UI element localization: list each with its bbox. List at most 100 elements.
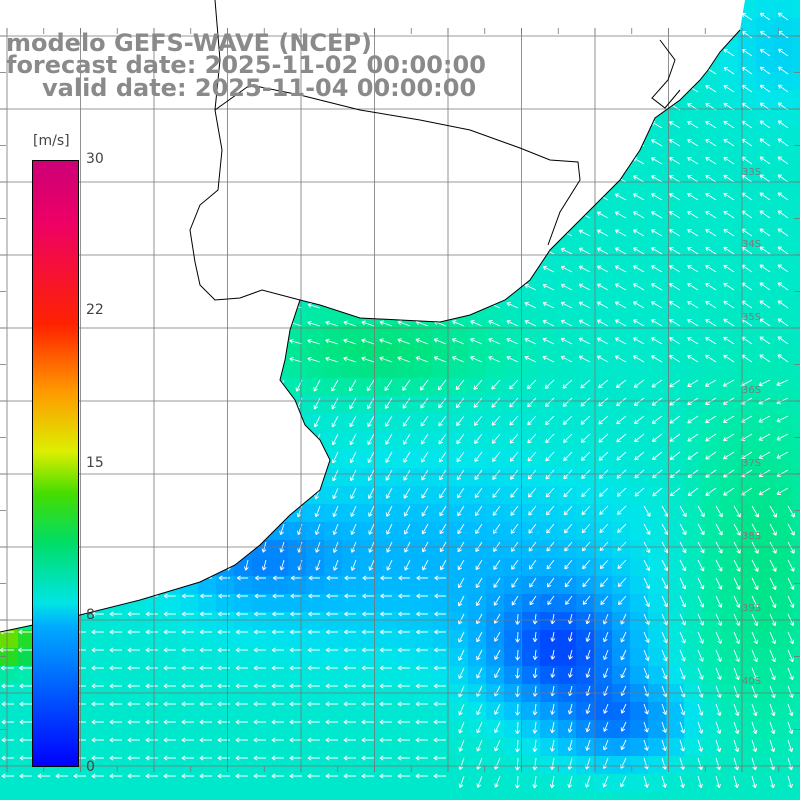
wind-cell <box>252 738 271 757</box>
wind-arrow <box>643 631 650 643</box>
wind-arrow <box>616 397 627 407</box>
wind-cell <box>558 666 577 685</box>
wind-arrow <box>470 320 483 327</box>
wind-arrow <box>272 575 284 581</box>
wind-arrow <box>547 595 555 606</box>
wind-cell <box>756 198 775 217</box>
wind-cell <box>360 774 379 793</box>
wind-cell <box>540 666 559 685</box>
wind-arrow <box>235 629 248 635</box>
wind-cell <box>270 594 289 613</box>
wind-arrow <box>715 541 723 554</box>
wind-arrow <box>616 451 627 461</box>
wind-arrow <box>200 593 212 599</box>
wind-arrow <box>367 451 375 463</box>
wind-cell <box>558 468 577 487</box>
wind-arrow <box>439 523 447 535</box>
wind-cell <box>540 738 559 757</box>
wind-cell <box>414 522 433 541</box>
wind-cell <box>612 234 631 253</box>
wind-cell <box>126 738 145 757</box>
wind-cell <box>234 612 253 631</box>
wind-cell <box>594 360 613 379</box>
wind-cell <box>720 378 739 397</box>
wind-arrow <box>181 593 194 599</box>
wind-arrow <box>759 30 771 39</box>
wind-arrow <box>433 665 446 671</box>
wind-arrow <box>578 319 591 327</box>
wind-cell <box>666 540 685 559</box>
wind-cell <box>792 360 800 379</box>
wind-arrow <box>515 685 520 698</box>
wind-cell <box>648 468 667 487</box>
wind-cell <box>756 72 775 91</box>
wind-arrow <box>439 505 447 517</box>
wind-arrow <box>550 667 556 678</box>
wind-arrow <box>457 505 465 517</box>
wind-arrow <box>758 487 771 496</box>
wind-cell <box>702 468 721 487</box>
wind-arrow <box>741 30 753 39</box>
wind-cell <box>540 288 559 307</box>
wind-cell <box>702 414 721 433</box>
wind-cell <box>702 450 721 469</box>
wind-cell <box>792 792 800 800</box>
wind-cell <box>774 450 793 469</box>
wind-arrow <box>308 611 320 617</box>
wind-cell <box>486 486 505 505</box>
wind-cell <box>252 666 271 685</box>
wind-arrow <box>787 775 793 789</box>
wind-cell <box>342 774 361 793</box>
wind-arrow <box>661 667 668 680</box>
wind-cell <box>774 306 793 325</box>
wind-cell <box>702 558 721 577</box>
wind-cell <box>216 612 235 631</box>
wind-arrow <box>421 487 429 499</box>
wind-arrow <box>661 595 668 608</box>
wind-arrow <box>524 283 537 291</box>
wind-cell <box>180 756 199 775</box>
wind-cell <box>396 792 415 800</box>
wind-cell <box>558 342 577 361</box>
wind-cell <box>648 612 667 631</box>
wind-arrow <box>616 415 627 425</box>
wind-cell <box>774 414 793 433</box>
wind-cell <box>90 774 109 793</box>
wind-arrow <box>542 283 555 291</box>
wind-cell <box>756 504 775 523</box>
wind-cell <box>702 90 721 109</box>
wind-arrow <box>602 631 609 643</box>
wind-arrow <box>506 355 519 363</box>
wind-cell <box>774 198 793 217</box>
wind-cell <box>288 792 307 800</box>
wind-cell <box>738 126 757 145</box>
wind-arrow <box>759 264 771 273</box>
wind-arrow <box>254 593 266 599</box>
wind-cell <box>468 756 487 775</box>
wind-arrow <box>787 649 794 663</box>
wind-cell <box>594 450 613 469</box>
wind-arrow <box>475 595 483 607</box>
wind-arrow <box>397 701 410 707</box>
wind-cell <box>612 774 631 793</box>
wind-arrow <box>476 721 483 734</box>
colorbar-tick-0: 0 <box>86 759 95 775</box>
wind-cell <box>792 378 800 397</box>
wind-cell <box>774 702 793 721</box>
wind-cell <box>252 774 271 793</box>
wind-arrow <box>620 631 627 643</box>
wind-arrow <box>361 338 375 345</box>
wind-arrow <box>585 613 591 625</box>
wind-cell <box>684 126 703 145</box>
wind-cell <box>702 702 721 721</box>
wind-cell <box>630 522 649 541</box>
wind-cell <box>18 666 37 685</box>
wind-cell <box>702 630 721 649</box>
wind-arrow <box>493 595 501 606</box>
wind-arrow <box>434 647 446 653</box>
wind-cell <box>756 522 775 541</box>
wind-cell <box>774 0 793 19</box>
wind-arrow <box>349 379 357 392</box>
wind-cell <box>684 468 703 487</box>
wind-arrow <box>379 665 392 671</box>
